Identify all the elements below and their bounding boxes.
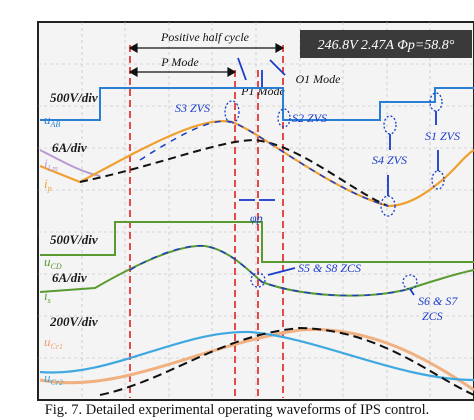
annotation: φp — [250, 211, 263, 225]
annotation: S1 ZVS — [425, 129, 460, 143]
scale-label: 500V/div — [50, 232, 98, 247]
ucr2-wave — [39, 330, 474, 382]
annotation: S2 ZVS — [292, 111, 327, 125]
scale-label: 6A/div — [52, 140, 87, 155]
signal-label: iLm — [44, 156, 58, 173]
readout-box — [300, 30, 472, 58]
signal-label: uAB — [44, 112, 60, 129]
signal-label: uCr1 — [44, 334, 63, 351]
annotation: S6 & S7 — [418, 294, 458, 308]
ucd-wave — [40, 221, 474, 263]
ilm-dashed — [79, 138, 389, 207]
cycle-label: Positive half cycle — [160, 30, 250, 44]
annotation: ZCS — [422, 309, 443, 323]
scale-label: 6A/div — [52, 270, 87, 285]
ucr-dashed — [99, 326, 474, 396]
annotation: S4 ZVS — [372, 153, 407, 167]
event-pointers — [267, 111, 439, 296]
mode-pointers — [237, 57, 286, 201]
is-dashed — [129, 244, 406, 297]
mode-arrows — [128, 42, 285, 78]
ucr1-wave — [39, 328, 474, 392]
readout: 246.8V 2.47A Φp=58.8° — [318, 38, 455, 53]
scale-label: 500V/div — [50, 90, 98, 105]
mode-label: P Mode — [160, 55, 199, 69]
annotation: S3 ZVS — [175, 101, 210, 115]
annotation: S5 & S8 ZCS — [298, 261, 361, 275]
signal-label: is — [44, 288, 51, 305]
mode-label: O1 Mode — [296, 72, 342, 86]
signal-label: uCD — [44, 254, 62, 271]
signal-label: ip — [44, 176, 52, 193]
ip-dashed — [139, 120, 389, 207]
caption: Fig. 7. Detailed experimental operating … — [45, 402, 430, 418]
mode-label: P1 Mode — [240, 84, 285, 98]
scale-label: 200V/div — [49, 314, 98, 329]
uab-wave — [40, 87, 474, 121]
grid — [38, 22, 474, 400]
ip-wave — [39, 120, 474, 208]
signal-label: uCr2 — [44, 370, 63, 387]
